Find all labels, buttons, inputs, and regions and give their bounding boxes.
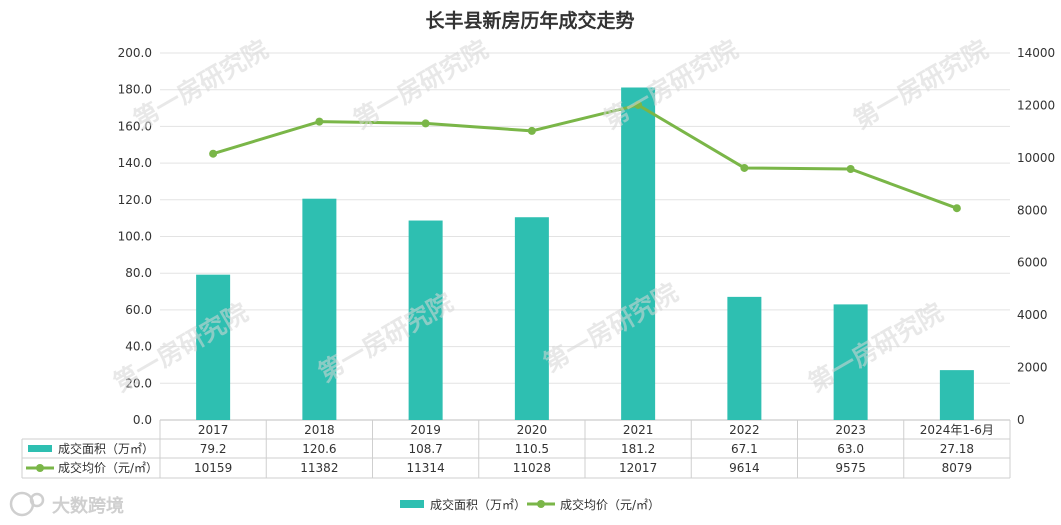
x-tick-label: 2021 — [623, 423, 654, 437]
line-point — [421, 119, 430, 128]
watermark-text: 第一房研究院 — [599, 35, 743, 135]
table-row-header: 成交面积（万㎡） — [58, 441, 154, 456]
line-point — [527, 126, 536, 135]
brand-text: 大数跨境 — [52, 495, 124, 517]
y-left-tick-label: 40.0 — [125, 340, 152, 354]
data-label: 27.18 — [940, 442, 974, 456]
legend-label[interactable]: 成交均价（元/㎡） — [560, 497, 660, 512]
left-axis: 0.0 20.0 40.0 60.0 80.0 100.0 120.0 140.0 160.0 1… — [118, 46, 152, 427]
series-line — [212, 103, 958, 210]
line-point — [209, 149, 218, 158]
watermark-text: 第一房研究院 — [539, 278, 683, 378]
y-right-tick-label: 4000 — [1017, 308, 1048, 322]
line-point — [846, 164, 855, 173]
line-series — [209, 100, 961, 213]
watermark-text: 第一房研究院 — [849, 35, 993, 135]
table-key-point — [36, 464, 44, 472]
legend-label[interactable]: 成交面积（万㎡） — [430, 497, 526, 512]
y-right-tick-label: 10000 — [1017, 151, 1055, 165]
grid — [160, 52, 1010, 421]
y-right-tick-label: 14000 — [1017, 46, 1055, 60]
data-label: 9614 — [729, 461, 760, 475]
data-label: 8079 — [942, 461, 973, 475]
bar — [196, 274, 231, 420]
right-axis: 0 2000 4000 6000 8000 10000 12000 14000 — [1017, 46, 1055, 427]
data-label: 110.5 — [515, 442, 549, 456]
data-label: 9575 — [835, 461, 866, 475]
y-right-tick-label: 6000 — [1017, 256, 1048, 270]
x-tick-label: 2022 — [729, 423, 760, 437]
bar — [514, 217, 549, 420]
data-label: 11028 — [513, 461, 551, 475]
bar-series — [196, 87, 974, 421]
y-left-tick-label: 160.0 — [118, 119, 152, 133]
line-point — [952, 204, 961, 213]
x-tick-label: 2018 — [304, 423, 335, 437]
line-point — [634, 100, 643, 109]
table-key-bar — [28, 445, 52, 452]
bar — [939, 370, 974, 420]
x-tick-label: 2024年1-6月 — [920, 423, 994, 437]
y-left-tick-label: 80.0 — [125, 266, 152, 280]
legend[interactable]: 成交面积（万㎡） 成交均价（元/㎡） — [400, 497, 660, 512]
data-label: 67.1 — [731, 442, 758, 456]
y-left-tick-label: 60.0 — [125, 303, 152, 317]
data-label: 79.2 — [200, 442, 227, 456]
line-point — [315, 117, 324, 126]
watermark-text: 第一房研究院 — [349, 35, 493, 135]
bar — [833, 304, 868, 420]
data-label: 108.7 — [408, 442, 442, 456]
y-right-tick-label: 12000 — [1017, 98, 1055, 112]
watermark-text: 第一房研究院 — [804, 298, 948, 398]
y-left-tick-label: 100.0 — [118, 230, 152, 244]
brand-watermark: 大数跨境 — [9, 491, 124, 517]
legend-key-point[interactable] — [537, 500, 545, 508]
x-tick-label: 2020 — [517, 423, 548, 437]
bar — [727, 296, 762, 420]
y-left-tick-label: 180.0 — [118, 83, 152, 97]
chart-title: 长丰县新房历年成交走势 — [425, 9, 634, 32]
y-right-tick-label: 8000 — [1017, 203, 1048, 217]
bd-logo-icon-dot — [29, 492, 45, 508]
data-label: 11382 — [300, 461, 338, 475]
y-left-tick-label: 0.0 — [133, 413, 152, 427]
y-left-tick-label: 20.0 — [125, 376, 152, 390]
legend-key-bar[interactable] — [400, 500, 424, 508]
y-left-tick-label: 120.0 — [118, 193, 152, 207]
data-label: 63.0 — [837, 442, 864, 456]
data-label: 181.2 — [621, 442, 655, 456]
y-left-tick-label: 200.0 — [118, 46, 152, 60]
data-label: 11314 — [407, 461, 445, 475]
x-tick-label: 2017 — [198, 423, 229, 437]
y-left-tick-label: 140.0 — [118, 156, 152, 170]
line-point — [740, 163, 749, 172]
y-right-tick-label: 2000 — [1017, 361, 1048, 375]
x-tick-label: 2019 — [410, 423, 441, 437]
data-label: 120.6 — [302, 442, 336, 456]
bar — [621, 87, 656, 421]
bd-logo-icon — [9, 491, 35, 517]
table-row-header: 成交均价（元/㎡） — [58, 460, 158, 475]
data-label: 12017 — [619, 461, 657, 475]
bar — [408, 220, 443, 420]
data-table: 2017 79.2 10159 2018 120.6 11382 2019 108.7 1131… — [21, 420, 1011, 479]
x-tick-label: 2023 — [835, 423, 866, 437]
y-right-tick-label: 0 — [1017, 413, 1025, 427]
bar — [302, 198, 337, 420]
data-label: 10159 — [194, 461, 232, 475]
